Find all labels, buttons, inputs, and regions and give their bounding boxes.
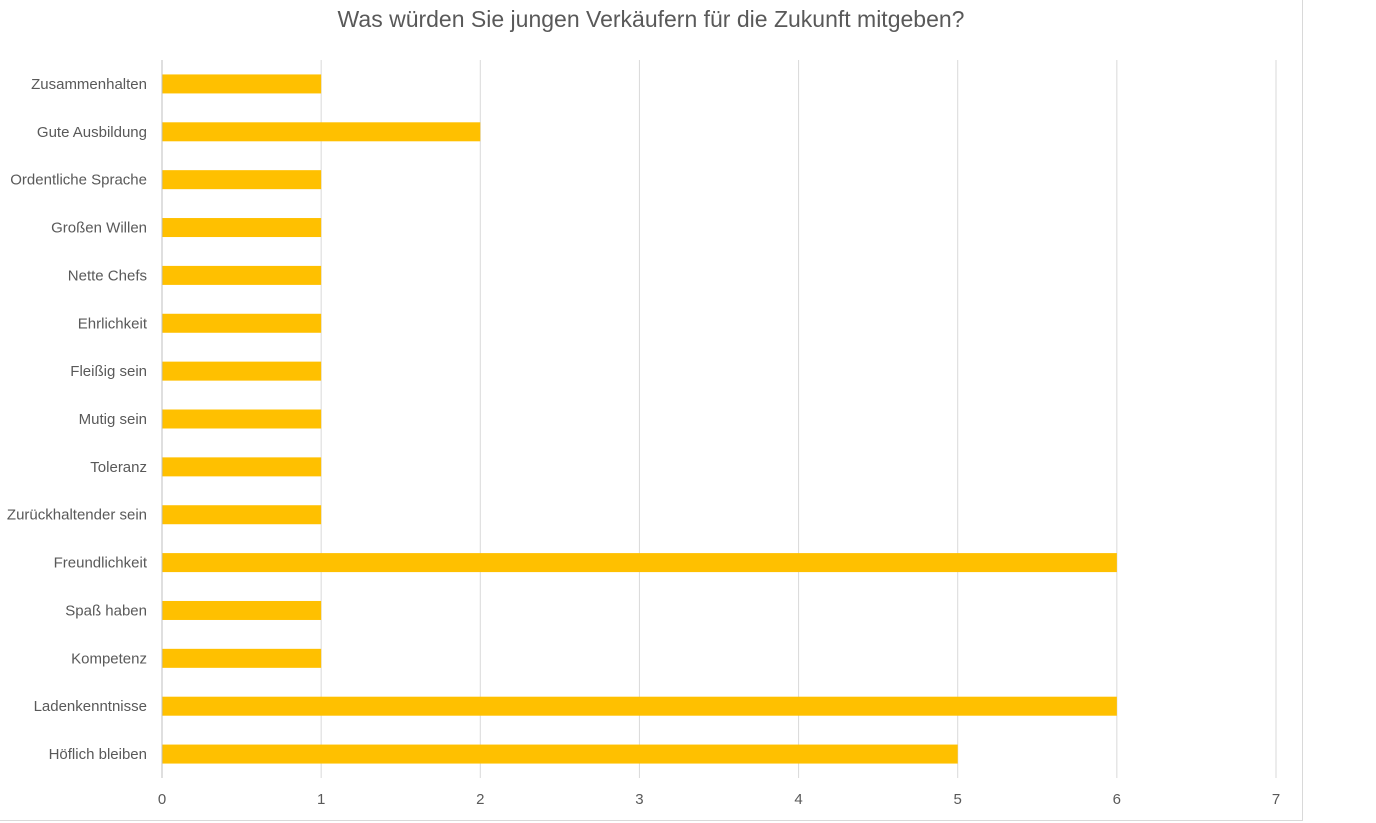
category-label: Toleranz xyxy=(90,459,147,476)
x-tick-label: 7 xyxy=(1272,791,1280,808)
category-label: Spaß haben xyxy=(65,602,147,619)
chart-area: Was würden Sie jungen Verkäufern für die… xyxy=(0,0,1303,821)
bar xyxy=(162,122,481,142)
bar xyxy=(162,74,322,94)
x-tick-label: 4 xyxy=(794,791,802,808)
chart-plot: Zusammenhalten Gute Ausbildung Ordentliche… xyxy=(7,60,1280,808)
category-label: Fleißig sein xyxy=(70,363,147,380)
category-label: Höflich bleiben xyxy=(49,746,147,763)
bar xyxy=(162,648,322,668)
x-tick-label: 1 xyxy=(317,791,325,808)
category-label: Zurückhaltender sein xyxy=(7,507,147,524)
bar xyxy=(162,505,322,525)
bar xyxy=(162,265,322,285)
x-tick-label: 5 xyxy=(954,791,962,808)
x-tick-label: 3 xyxy=(635,791,643,808)
bar xyxy=(162,170,322,190)
bar xyxy=(162,218,322,238)
category-label: Ordentliche Sprache xyxy=(10,172,147,189)
bar xyxy=(162,696,1117,716)
bar xyxy=(162,361,322,381)
category-label: Großen Willen xyxy=(51,220,147,237)
category-label: Freundlichkeit xyxy=(54,555,148,572)
category-label: Ladenkenntnisse xyxy=(34,698,147,715)
bar xyxy=(162,313,322,333)
x-tick-label: 0 xyxy=(158,791,166,808)
bar xyxy=(162,600,322,620)
category-label: Zusammenhalten xyxy=(31,76,147,93)
x-tick-label: 2 xyxy=(476,791,484,808)
category-label: Nette Chefs xyxy=(68,267,147,284)
bar xyxy=(162,409,322,429)
bar xyxy=(162,457,322,477)
category-label: Kompetenz xyxy=(71,650,147,667)
category-label: Mutig sein xyxy=(79,411,147,428)
category-label: Gute Ausbildung xyxy=(37,124,147,141)
category-label: Ehrlichkeit xyxy=(78,315,148,332)
bar xyxy=(162,553,1117,573)
x-tick-label: 6 xyxy=(1113,791,1121,808)
bar xyxy=(162,744,958,764)
chart-title: Was würden Sie jungen Verkäufern für die… xyxy=(337,6,965,32)
